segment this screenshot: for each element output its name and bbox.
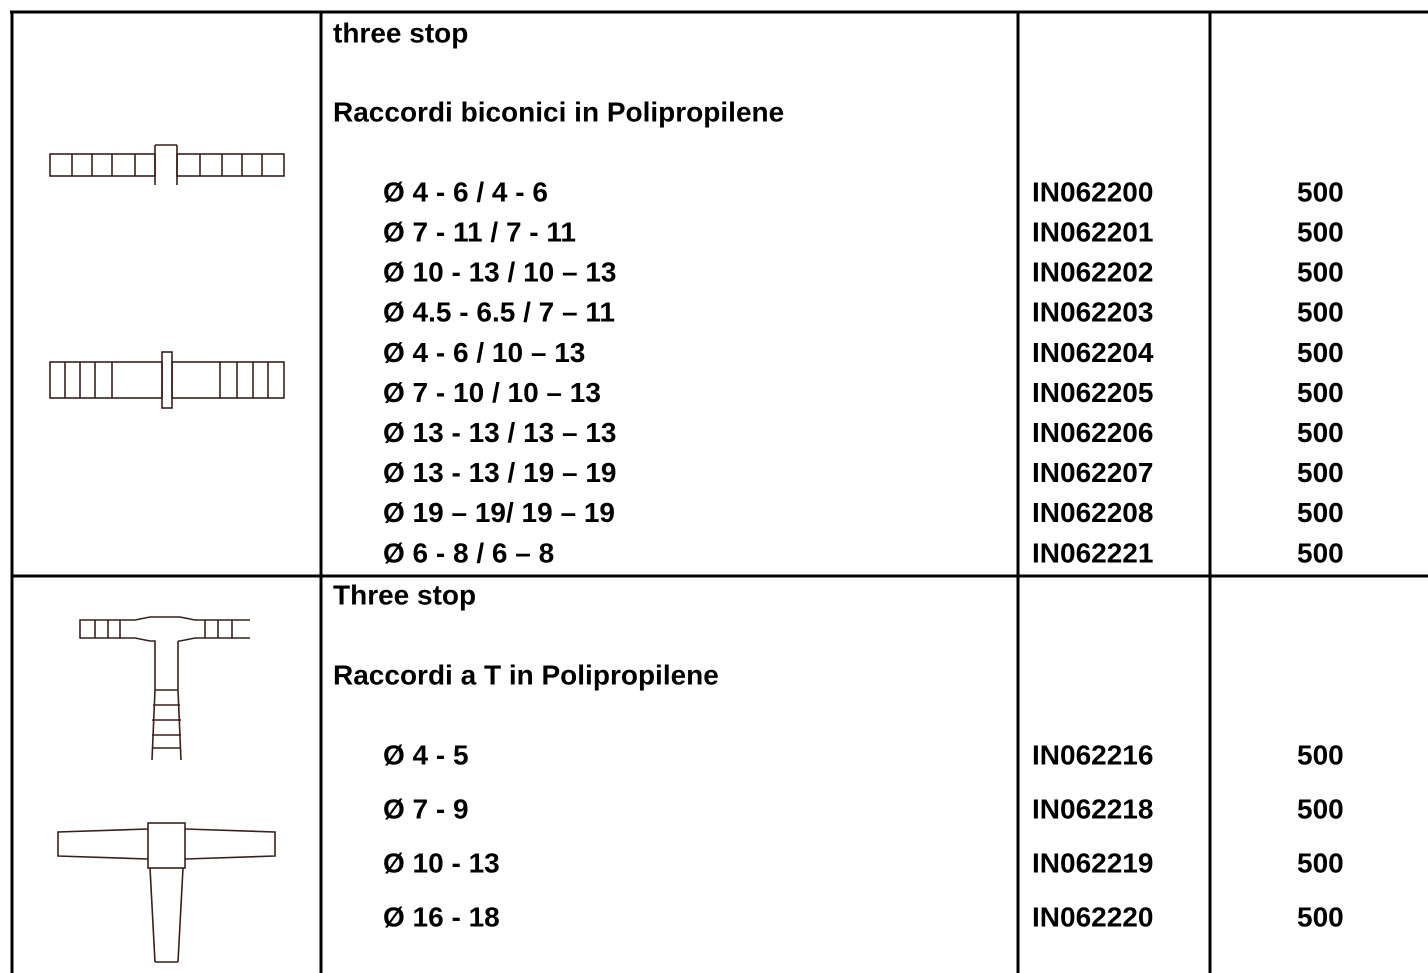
size: Ø 16 - 18 [383,901,500,932]
quantity: 500 [1297,847,1344,878]
size: Ø 19 – 19/ 19 – 19 [383,497,615,528]
size: Ø 7 - 10 / 10 – 13 [383,377,601,408]
code: IN062208 [1032,497,1153,528]
code: IN062202 [1032,257,1153,288]
quantity: 500 [1297,377,1344,408]
quantity: 500 [1297,739,1344,770]
code: IN062207 [1032,457,1153,488]
size: Ø 13 - 13 / 19 – 19 [383,457,617,488]
quantity: 500 [1297,297,1344,328]
code: IN062203 [1032,297,1153,328]
quantity: 500 [1297,901,1344,932]
size: Ø 13 - 13 / 13 – 13 [383,417,617,448]
section-title: three stop [333,17,468,48]
quantity: 500 [1297,793,1344,824]
code: IN062216 [1032,739,1153,770]
code: IN062205 [1032,377,1153,408]
fitting-drawing [79,616,250,761]
code: IN062221 [1032,537,1153,568]
code: IN062220 [1032,901,1153,932]
quantity: 500 [1297,457,1344,488]
size: Ø 4 - 6 / 10 – 13 [383,337,585,368]
code: IN062206 [1032,417,1153,448]
quantity: 500 [1297,337,1344,368]
code: IN062219 [1032,847,1153,878]
quantity: 500 [1297,417,1344,448]
quantity: 500 [1297,216,1344,247]
table-content: three stop Raccordi biconici in Polipropi… [333,17,1344,932]
section-subtitle: Raccordi biconici in Polipropilene [333,96,784,127]
size: Ø 10 - 13 [383,847,500,878]
size: Ø 4 - 5 [383,739,469,770]
code: IN062200 [1032,176,1153,207]
section-title: Three stop [333,579,476,610]
size: Ø 6 - 8 / 6 – 8 [383,537,554,568]
fitting-drawing [57,822,276,963]
quantity: 500 [1297,257,1344,288]
size: Ø 10 - 13 / 10 – 13 [383,257,617,288]
code: IN062204 [1032,337,1154,368]
fitting-drawing [49,144,285,185]
section-subtitle: Raccordi a T in Polipropilene [333,659,719,690]
table-grid [10,10,1428,973]
quantity: 500 [1297,497,1344,528]
quantity: 500 [1297,537,1344,568]
fitting-drawing [49,351,285,409]
quantity: 500 [1297,176,1344,207]
size: Ø 7 - 9 [383,793,469,824]
size: Ø 4 - 6 / 4 - 6 [383,176,548,207]
code: IN062201 [1032,216,1153,247]
size: Ø 7 - 11 / 7 - 11 [383,216,576,247]
size: Ø 4.5 - 6.5 / 7 – 11 [383,297,615,328]
code: IN062218 [1032,793,1153,824]
